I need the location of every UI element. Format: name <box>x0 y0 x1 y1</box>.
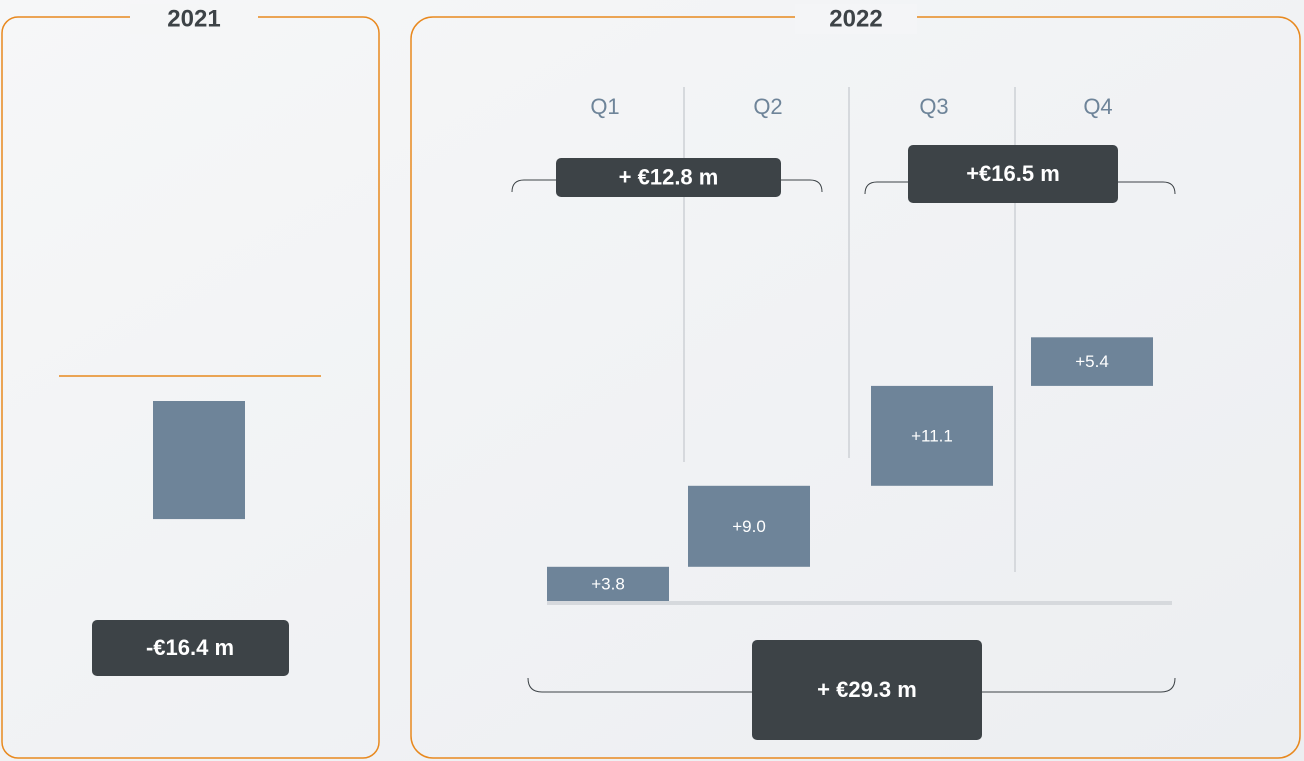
x-tick-label: Q4 <box>1083 94 1112 119</box>
title-gap <box>130 4 258 34</box>
bar <box>688 485 810 567</box>
bar-label: +11.1 <box>911 426 953 445</box>
label-box <box>752 640 982 740</box>
bar-label: +5.4 <box>1075 352 1109 371</box>
box-label: -€16.4 m <box>146 635 234 660</box>
label-box <box>556 158 781 197</box>
bar <box>547 566 669 601</box>
x-tick-label: Q3 <box>919 94 948 119</box>
box-label: + €12.8 m <box>619 164 719 189</box>
bar <box>871 385 993 486</box>
label-box <box>908 145 1118 203</box>
x-tick-label: Q2 <box>753 94 782 119</box>
panel-title: 2021 <box>167 5 220 32</box>
box-label: +€16.5 m <box>966 161 1060 186</box>
panel-title: 2022 <box>829 5 882 32</box>
bar <box>153 401 245 520</box>
bar-label: +9.0 <box>732 517 766 536</box>
bar-label: +3.8 <box>591 574 625 593</box>
bar <box>1031 337 1153 386</box>
x-tick-label: Q1 <box>590 94 619 119</box>
label-box <box>92 620 289 676</box>
title-gap <box>795 4 917 34</box>
box-label: + €29.3 m <box>817 677 917 702</box>
